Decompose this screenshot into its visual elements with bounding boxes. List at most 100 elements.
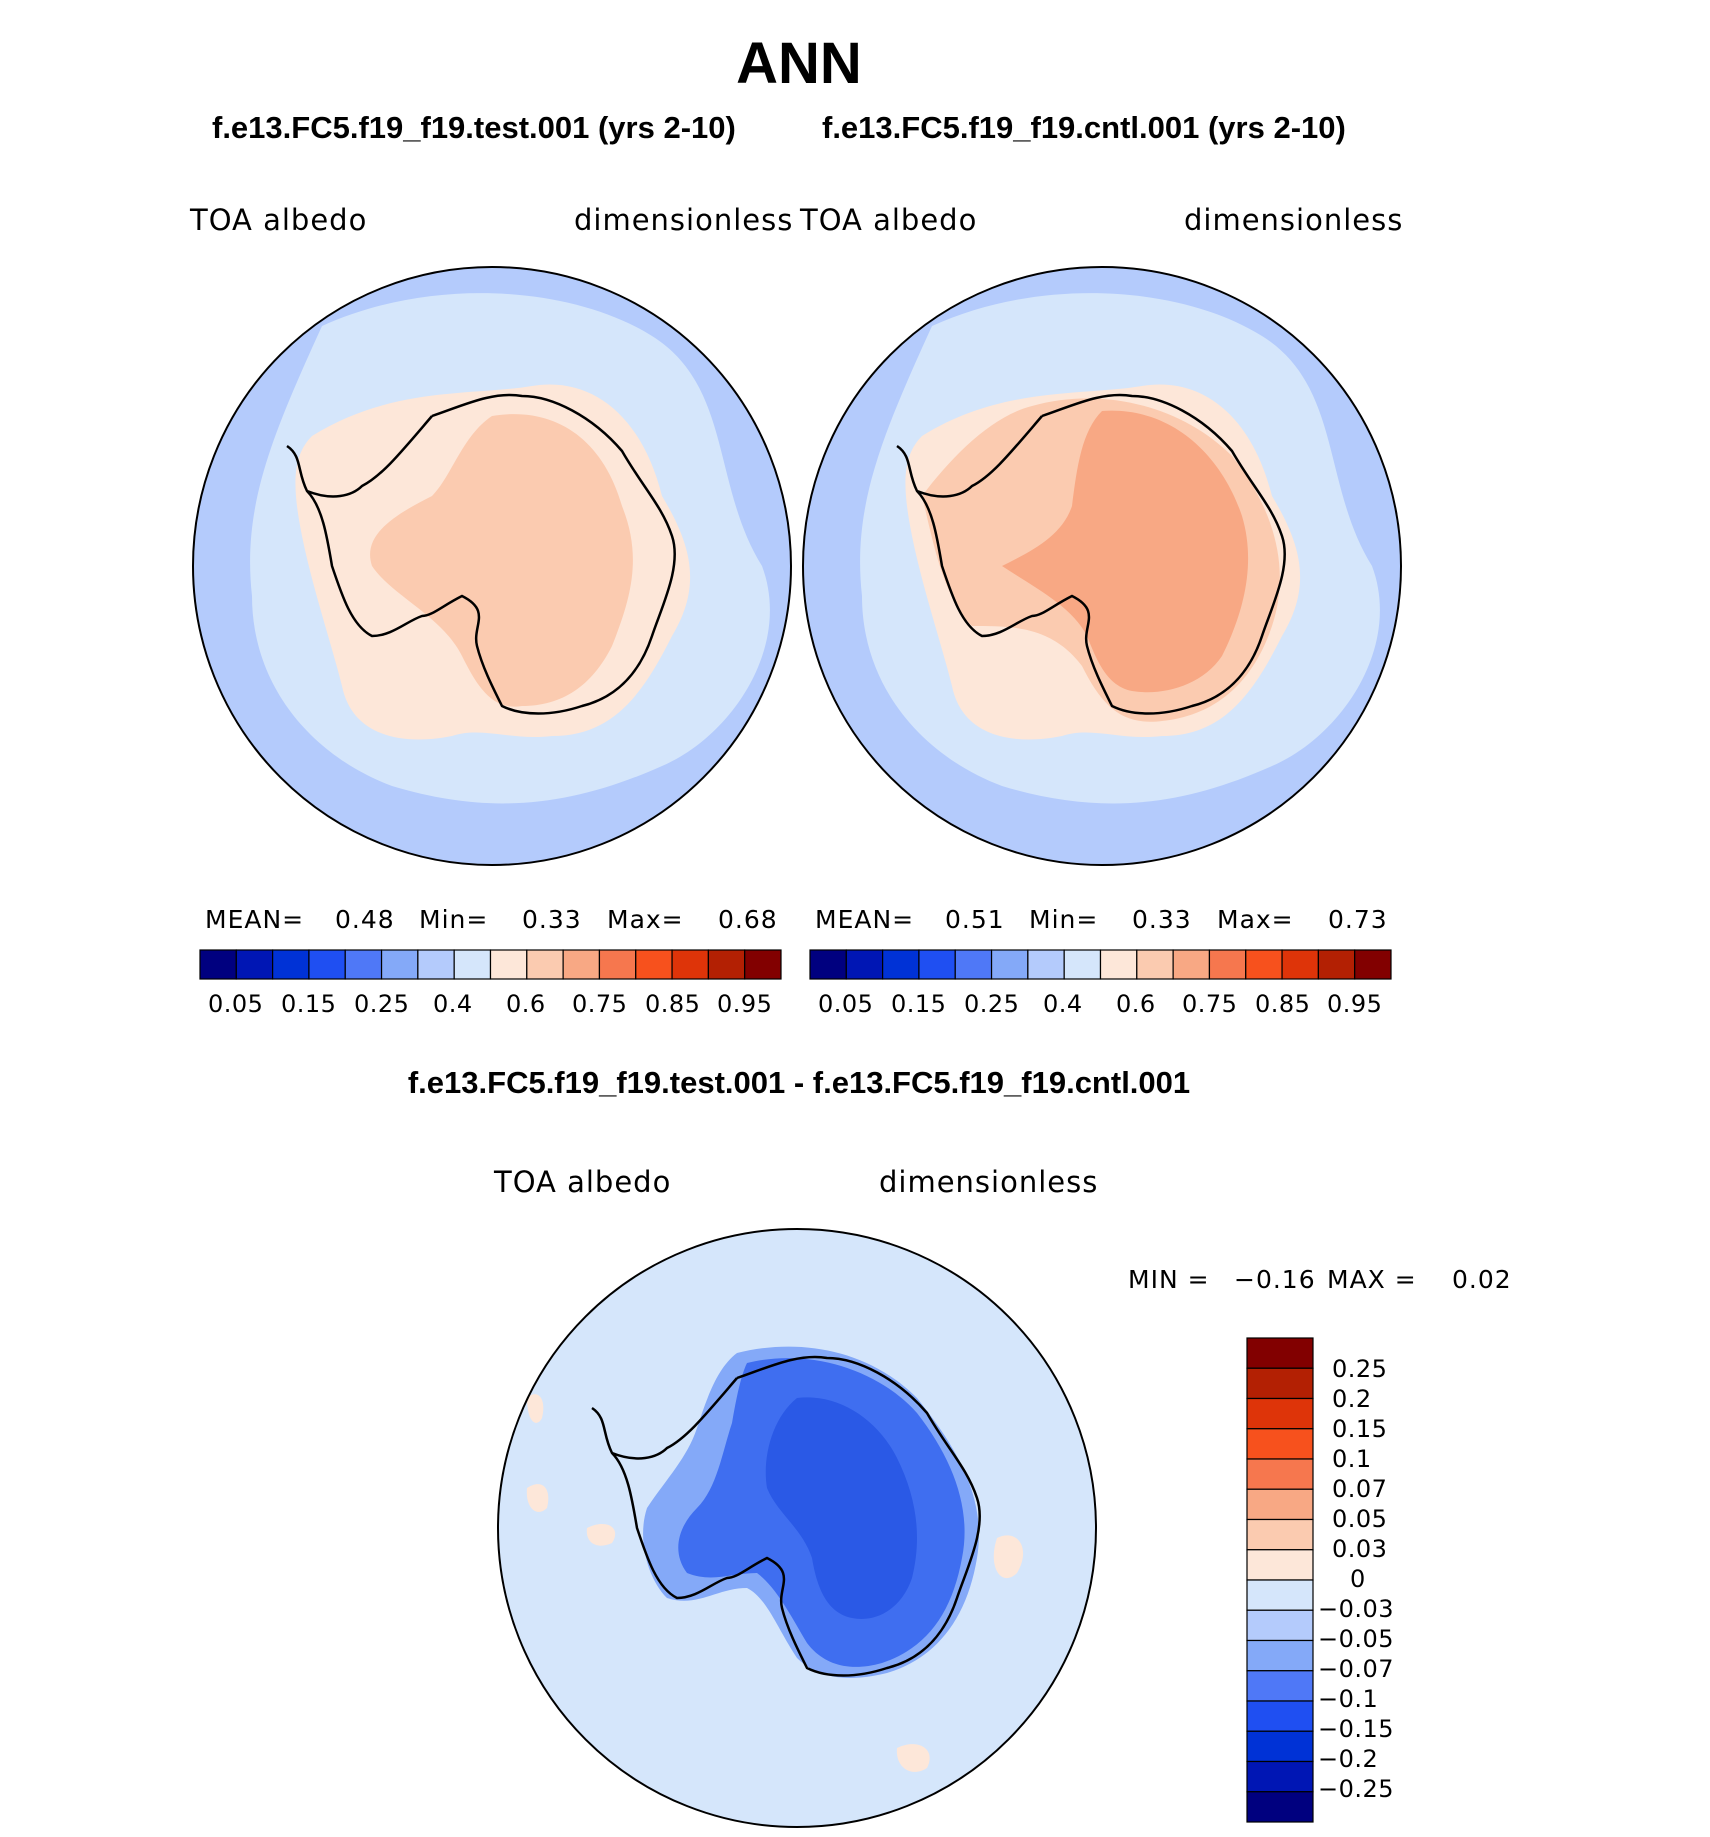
test-colorbar [199, 949, 782, 980]
coastline [591, 1355, 981, 1677]
panel2-mean-label: MEAN= [815, 905, 915, 934]
panel2-max-value: 0.73 [1328, 905, 1388, 934]
difference-colorbar-tick: 0.15 [1332, 1415, 1388, 1443]
colorbar1-tick: 0.75 [572, 990, 628, 1018]
colorbar-box [453, 949, 492, 980]
colorbar2-tick: 0.25 [964, 990, 1020, 1018]
colorbar-box [1246, 1488, 1314, 1521]
panel1-variable-label: TOA albedo [190, 203, 368, 237]
difference-colorbar-tick: −0.1 [1318, 1685, 1379, 1713]
panel1-max-label: Max= [607, 905, 684, 934]
positive-patch [526, 1484, 549, 1512]
difference-max-label: MAX = [1327, 1265, 1417, 1294]
difference-colorbar-tick: −0.05 [1318, 1625, 1395, 1653]
colorbar-box [1063, 949, 1102, 980]
colorbar-box [1027, 949, 1065, 980]
difference-colorbar-tick: 0.05 [1332, 1505, 1388, 1533]
positive-patch [527, 1394, 544, 1423]
panel2-units-label: dimensionless [1184, 203, 1404, 237]
colorbar1-tick: 0.85 [645, 990, 701, 1018]
difference-colorbar-tick: 0.03 [1332, 1535, 1388, 1563]
colorbar-box [918, 949, 956, 980]
colorbar1-tick: 0.25 [354, 990, 410, 1018]
difference-colorbar-tick: −0.07 [1318, 1655, 1395, 1683]
colorbar-box [1172, 949, 1211, 980]
panel1-min-value: 0.33 [522, 905, 582, 934]
coastline [896, 393, 1286, 715]
colorbar-box [344, 949, 383, 980]
colorbar-box [1246, 1639, 1314, 1672]
colorbar-box [990, 949, 1029, 980]
darkest-decrease-core [765, 1397, 917, 1619]
difference-variable-label: TOA albedo [494, 1165, 672, 1199]
control-polar-map [802, 266, 1402, 866]
colorbar-box [1246, 1428, 1314, 1460]
colorbar-box [1354, 949, 1392, 980]
panel1-units-label: dimensionless [574, 203, 794, 237]
colorbar-box [199, 949, 237, 980]
coastline [286, 393, 676, 715]
colorbar-box [1317, 949, 1356, 980]
difference-colorbar-tick: −0.03 [1318, 1595, 1395, 1623]
panel2-mean-value: 0.51 [945, 905, 1005, 934]
panel1-mean-label: MEAN= [205, 905, 305, 934]
colorbar2-tick: 0.6 [1116, 990, 1156, 1018]
difference-colorbar-tick: 0 [1350, 1565, 1366, 1593]
colorbar-box [1099, 949, 1138, 980]
difference-colorbar [1246, 1337, 1314, 1823]
colorbar1-tick: 0.95 [717, 990, 773, 1018]
colorbar-box [489, 949, 528, 980]
colorbar-box [1281, 949, 1319, 980]
colorbar-box [308, 949, 346, 980]
difference-colorbar-tick: 0.25 [1332, 1355, 1388, 1383]
colorbar-box [1246, 1397, 1314, 1430]
colorbar-box [272, 949, 310, 980]
colorbar-box [671, 949, 709, 980]
difference-colorbar-tick: 0.07 [1332, 1475, 1388, 1503]
colorbar-box [882, 949, 920, 980]
panel2-min-value: 0.33 [1132, 905, 1192, 934]
colorbar-box [1246, 1579, 1314, 1611]
colorbar-box [744, 949, 782, 980]
test-polar-map [192, 266, 792, 866]
difference-colorbar-tick: −0.25 [1318, 1775, 1395, 1803]
colorbar2-tick: 0.15 [891, 990, 947, 1018]
colorbar-box [380, 949, 419, 980]
colorbar1-tick: 0.6 [506, 990, 546, 1018]
panel1-min-label: Min= [419, 905, 489, 934]
difference-colorbar-tick: −0.15 [1318, 1715, 1395, 1743]
colorbar2-tick: 0.95 [1327, 990, 1383, 1018]
test-case-title: f.e13.FC5.f19_f19.test.001 (yrs 2-10) [212, 110, 736, 145]
positive-patch [896, 1744, 930, 1772]
colorbar-box [1246, 1518, 1314, 1551]
colorbar1-tick: 0.05 [208, 990, 264, 1018]
colorbar-box [1246, 1730, 1314, 1763]
colorbar-box [562, 949, 601, 980]
control-case-title: f.e13.FC5.f19_f19.cntl.001 (yrs 2-10) [822, 110, 1346, 145]
panel2-max-label: Max= [1217, 905, 1294, 934]
control-colorbar [809, 949, 1392, 980]
difference-polar-map [497, 1228, 1097, 1828]
colorbar-box [1246, 1458, 1314, 1490]
panel2-min-label: Min= [1029, 905, 1099, 934]
colorbar-box [1208, 949, 1247, 980]
colorbar-box [1136, 949, 1174, 980]
colorbar-box [1246, 1670, 1314, 1702]
difference-max-value: 0.02 [1452, 1265, 1512, 1294]
colorbar-box [1246, 1609, 1314, 1642]
colorbar-box [1246, 1791, 1314, 1823]
panel1-max-value: 0.68 [718, 905, 778, 934]
colorbar1-tick: 0.4 [433, 990, 473, 1018]
panel1-mean-value: 0.48 [335, 905, 395, 934]
colorbar-box [1246, 1337, 1314, 1369]
colorbar-box [845, 949, 884, 980]
difference-units-label: dimensionless [879, 1165, 1099, 1199]
figure-title: ANN [736, 31, 862, 96]
colorbar2-tick: 0.4 [1043, 990, 1083, 1018]
interior-plateau [1002, 410, 1249, 693]
difference-title: f.e13.FC5.f19_f19.test.001 - f.e13.FC5.f… [407, 1065, 1191, 1100]
colorbar2-tick: 0.85 [1255, 990, 1311, 1018]
panel2-variable-label: TOA albedo [800, 203, 978, 237]
colorbar-box [235, 949, 274, 980]
colorbar-box [1246, 1367, 1314, 1400]
